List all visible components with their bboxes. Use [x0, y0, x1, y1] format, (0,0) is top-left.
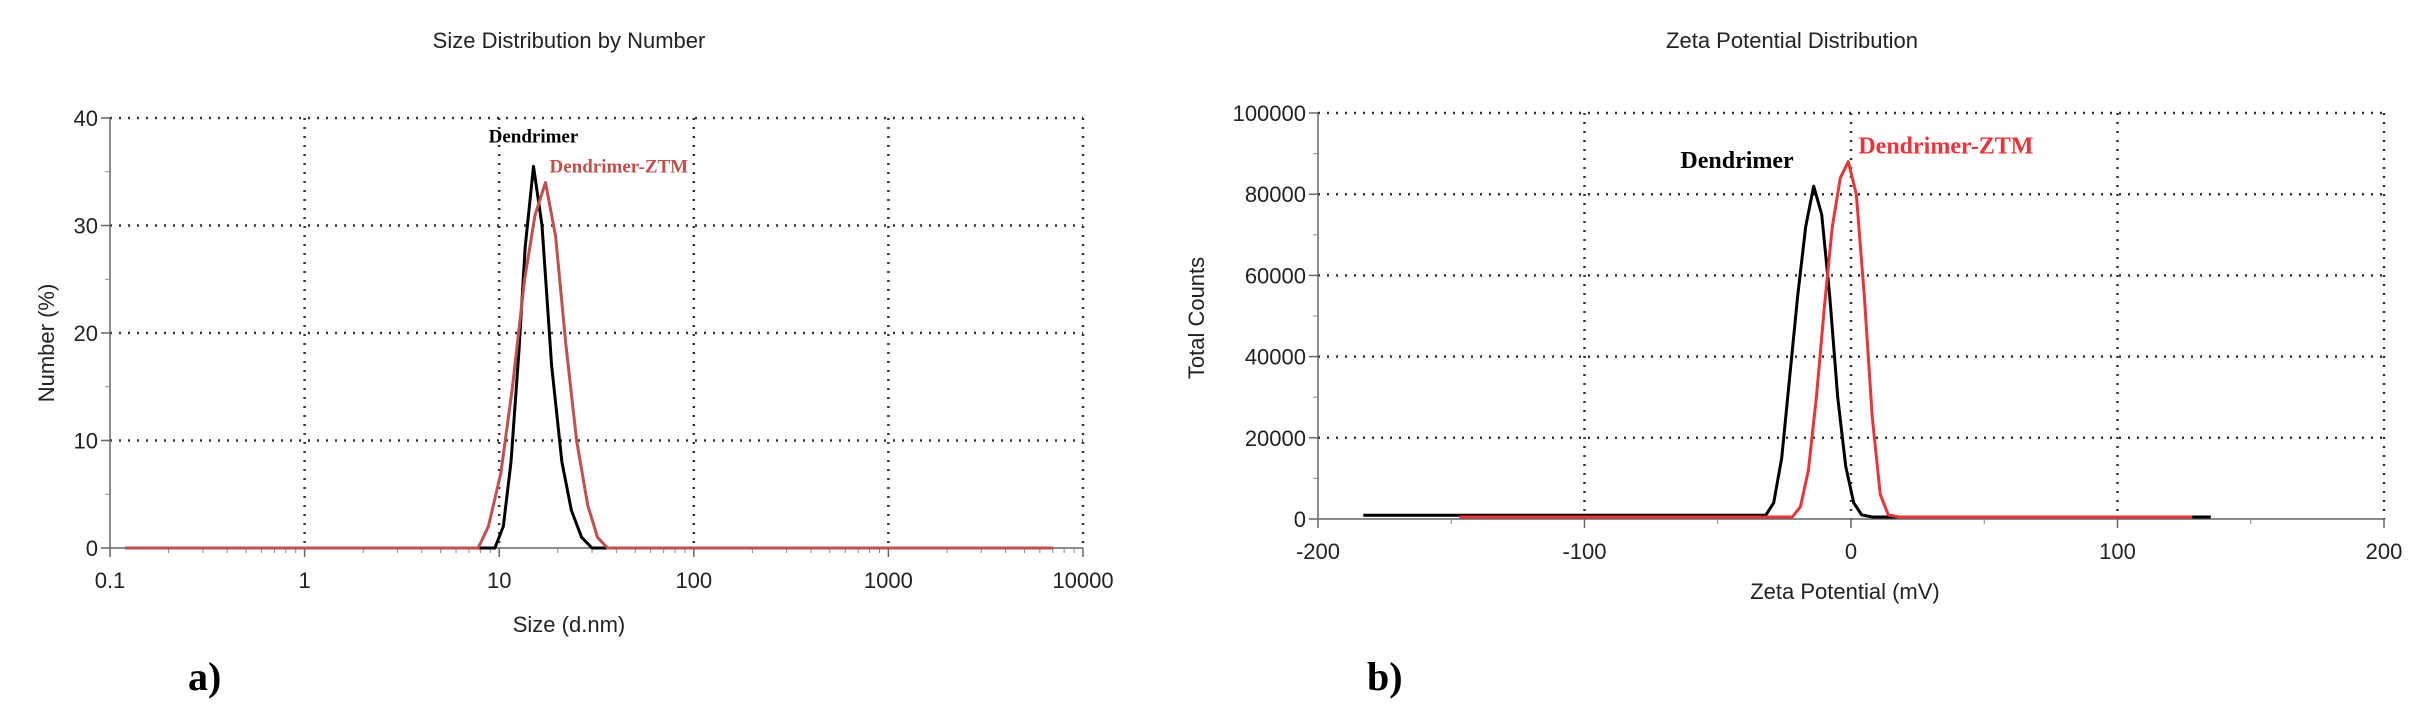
chart-b-ylabel: Total Counts — [1184, 257, 1209, 379]
chart-b-y-tick-label: 0 — [1294, 507, 1306, 532]
chart-b-series-2-label: Dendrimer-ZTM — [1858, 134, 2033, 160]
chart-panel-b: Zeta Potential Distribution Zeta Potenti… — [1184, 28, 2402, 699]
chart-a-x-tick-label: 1 — [298, 568, 310, 593]
chart-b-series-1-line — [1363, 184, 2211, 519]
chart-b-series-2-line — [1459, 160, 2193, 519]
chart-a-xlabel: Size (d.nm) — [513, 612, 625, 637]
chart-a-x-tick-label: 0.1 — [95, 568, 126, 593]
chart-a-series-2-line — [125, 181, 1053, 550]
chart-b-x-tick-label: -100 — [1562, 539, 1606, 564]
panel-a-label: a) — [188, 654, 221, 699]
chart-a-series-2-label: Dendrimer-ZTM — [550, 157, 689, 178]
chart-a-series-1-label: Dendrimer — [489, 126, 579, 147]
chart-a-x-tick-label: 1000 — [864, 568, 913, 593]
chart-a-y-tick-label: 30 — [74, 214, 98, 239]
chart-a-y-tick-label: 0 — [86, 536, 98, 561]
chart-b-y-tick-label: 40000 — [1245, 345, 1306, 370]
chart-a-x-tick-label: 10000 — [1052, 568, 1113, 593]
chart-b-series-1-label: Dendrimer — [1680, 148, 1794, 174]
chart-b-y-tick-label: 100000 — [1233, 101, 1306, 126]
chart-b-x-tick-label: -200 — [1296, 539, 1340, 564]
chart-a-title: Size Distribution by Number — [433, 28, 706, 53]
chart-a-x-tick-label: 10 — [487, 568, 511, 593]
chart-b-y-tick-label: 60000 — [1245, 263, 1306, 288]
chart-a-y-tick-label: 40 — [74, 106, 98, 131]
chart-b-title: Zeta Potential Distribution — [1666, 28, 1918, 53]
chart-a-y-tick-label: 20 — [74, 321, 98, 346]
panel-b-label: b) — [1367, 654, 1403, 699]
chart-a-series-1-line — [125, 164, 1053, 550]
chart-b-xlabel: Zeta Potential (mV) — [1750, 579, 1940, 604]
chart-a-ylabel: Number (%) — [34, 284, 59, 403]
chart-b-x-tick-label: 200 — [2366, 539, 2403, 564]
chart-panel-a: Size Distribution by Number Size (d.nm) … — [34, 28, 1114, 699]
chart-b-x-tick-label: 0 — [1845, 539, 1857, 564]
chart-a-y-tick-label: 10 — [74, 429, 98, 454]
chart-a-x-tick-label: 100 — [675, 568, 712, 593]
chart-b-y-tick-label: 80000 — [1245, 182, 1306, 207]
chart-b-y-tick-label: 20000 — [1245, 426, 1306, 451]
chart-b-x-tick-label: 100 — [2099, 539, 2136, 564]
